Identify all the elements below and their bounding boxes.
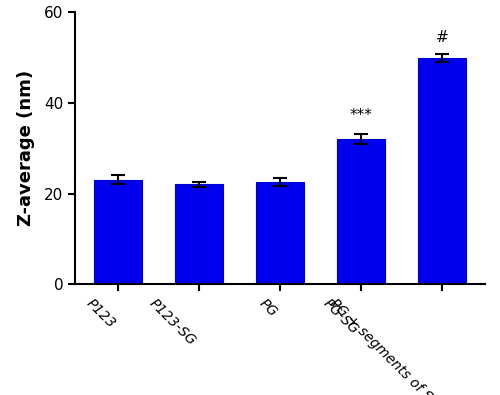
- Bar: [94, 180, 142, 284]
- Bar: [256, 182, 304, 284]
- Text: ***: ***: [350, 108, 372, 123]
- Bar: [418, 58, 467, 284]
- Y-axis label: Z-average (nm): Z-average (nm): [18, 70, 36, 226]
- Bar: [174, 184, 224, 284]
- Bar: [336, 139, 386, 284]
- Text: #: #: [436, 30, 448, 45]
